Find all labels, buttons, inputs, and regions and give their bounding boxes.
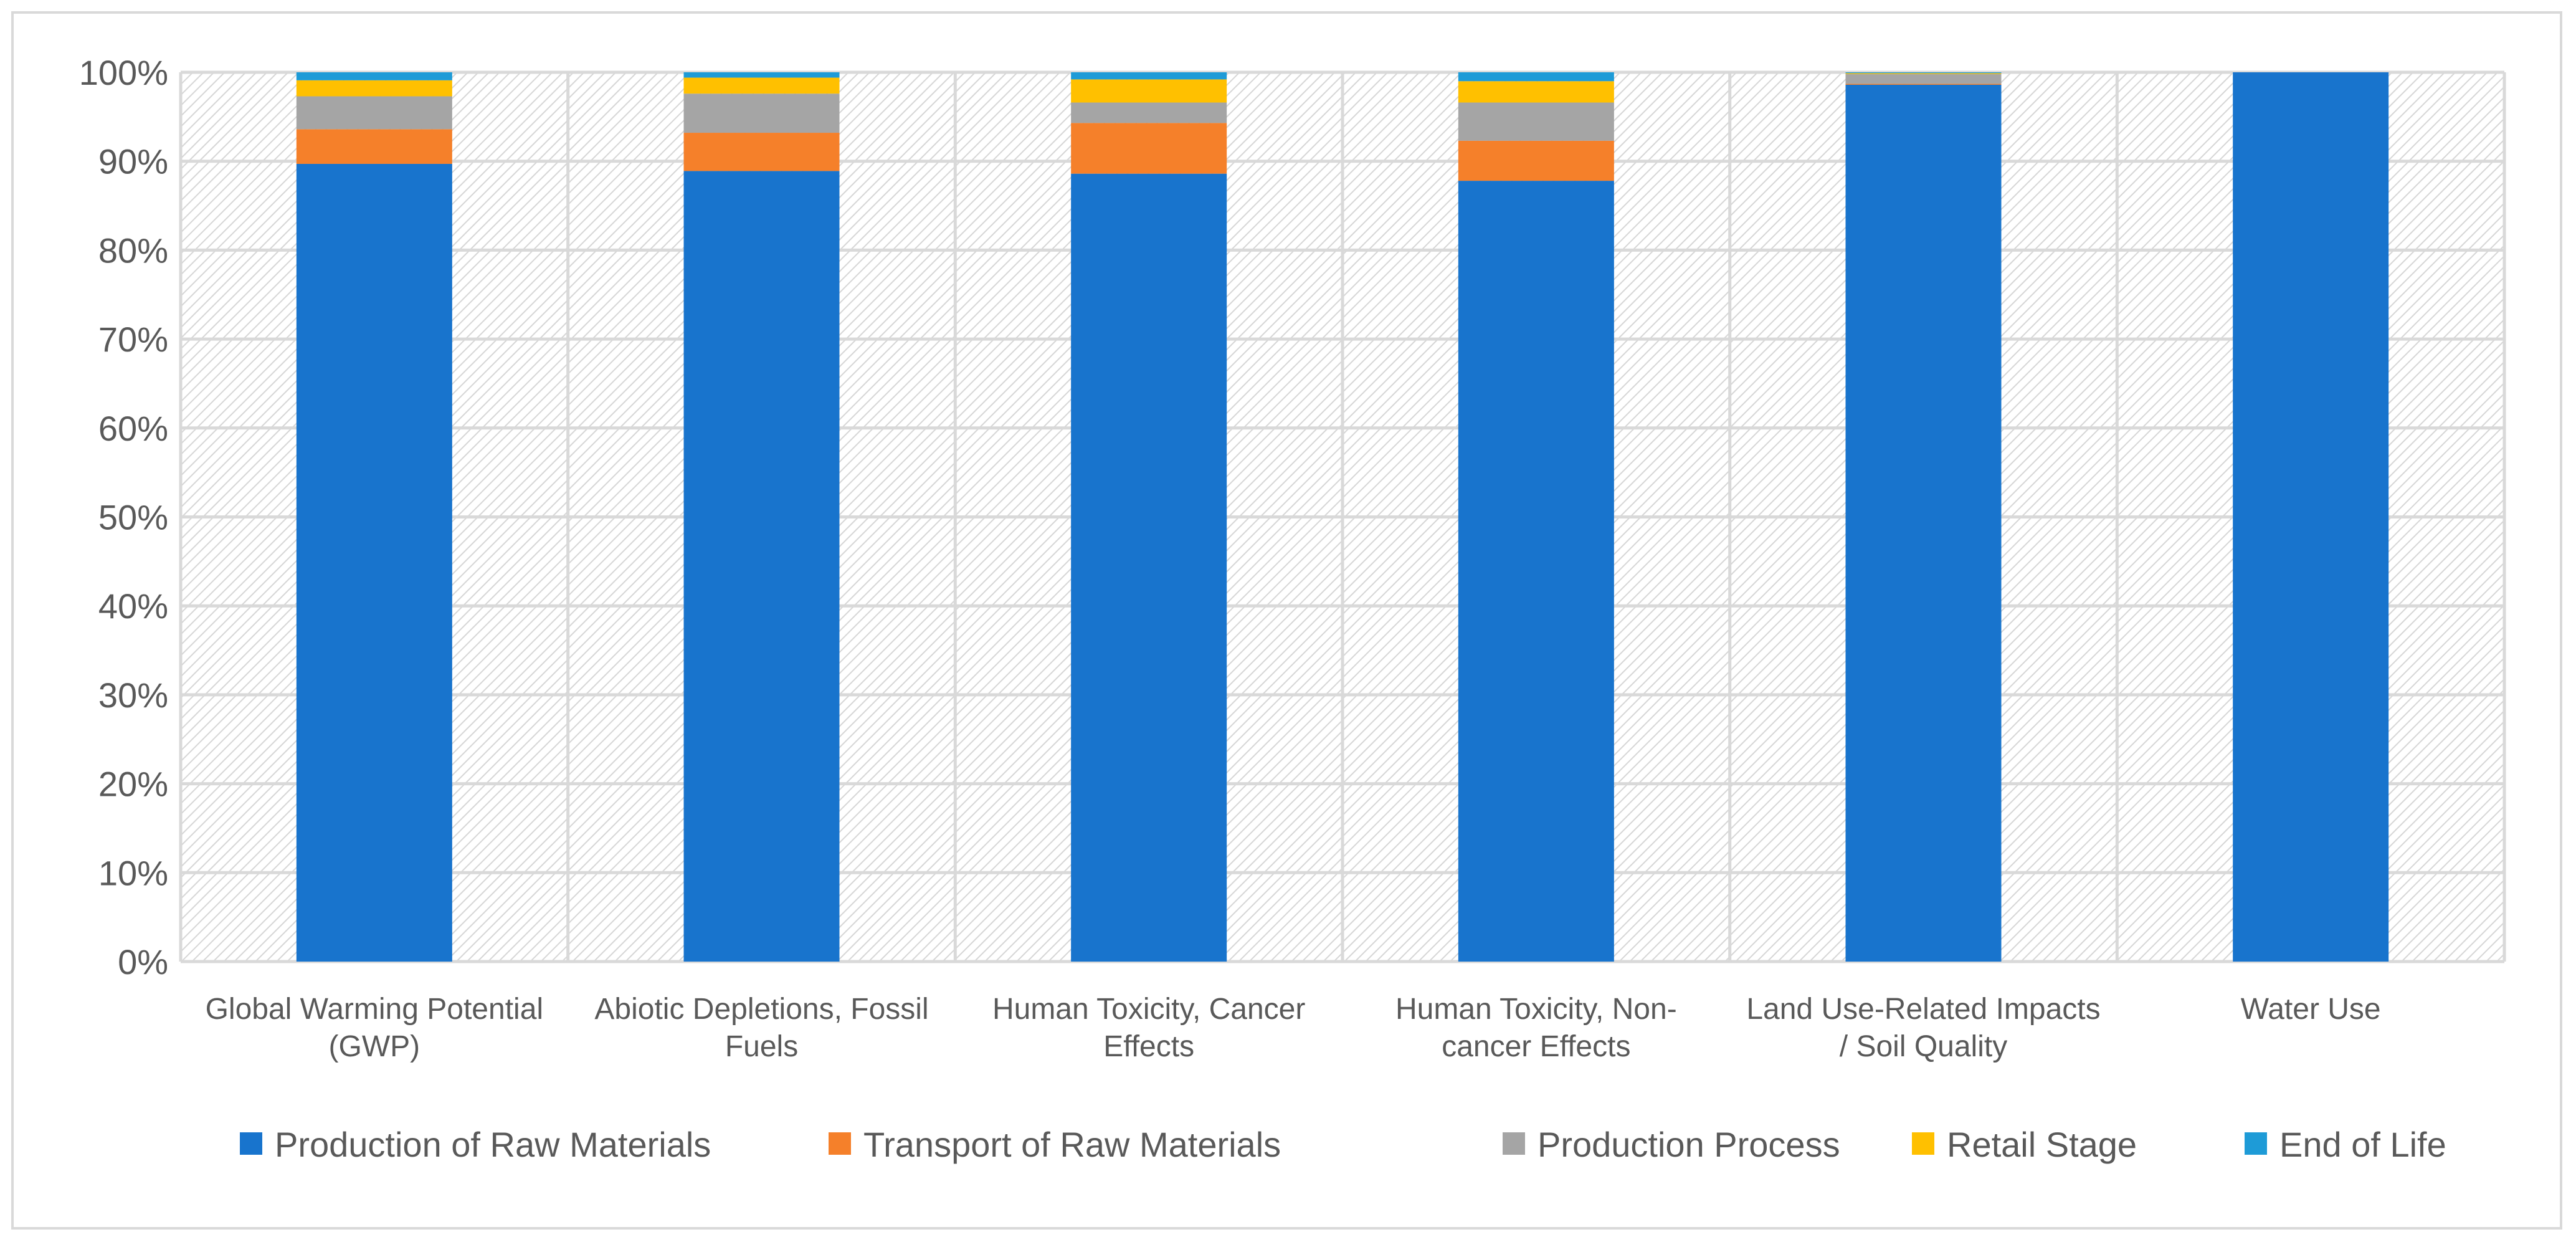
legend-swatch bbox=[1912, 1132, 1934, 1155]
y-tick-label: 10% bbox=[98, 853, 168, 892]
bar-segment bbox=[683, 171, 840, 962]
x-tick-label: Water Use bbox=[2241, 993, 2381, 1026]
y-tick-label: 50% bbox=[98, 498, 168, 537]
legend-label: Production of Raw Materials bbox=[275, 1125, 711, 1164]
bar-segment bbox=[1071, 72, 1227, 80]
legend-swatch bbox=[829, 1132, 851, 1155]
y-tick-label: 100% bbox=[79, 53, 168, 92]
legend-label: Production Process bbox=[1538, 1125, 1840, 1164]
y-tick-label: 80% bbox=[98, 231, 168, 270]
bar-segment bbox=[1845, 84, 2002, 962]
bar-segment bbox=[1458, 181, 1614, 962]
x-axis-labels: Global Warming Potential (GWP) Abiotic Dep… bbox=[206, 993, 2381, 1063]
bar-segment bbox=[1845, 84, 2002, 85]
bar-segment bbox=[1458, 72, 1614, 82]
bar-segment bbox=[296, 80, 452, 97]
legend-swatch bbox=[240, 1132, 262, 1155]
x-tick-label: Global Warming Potential (GWP) bbox=[206, 993, 543, 1063]
bar-segment bbox=[1845, 72, 2002, 74]
bar-segment bbox=[683, 77, 840, 94]
y-axis-ticks: 0% 10% 20% 30% 40% 50% 60% 70% 80% 90% 100% bbox=[79, 53, 168, 982]
bar-segment bbox=[296, 129, 452, 164]
legend-label: Transport of Raw Materials bbox=[863, 1125, 1281, 1164]
bar-segment bbox=[1071, 173, 1227, 962]
bar-segment bbox=[1458, 102, 1614, 141]
bar-segment bbox=[1071, 79, 1227, 103]
x-tick-label: Human Toxicity, Cancer Effects bbox=[992, 993, 1305, 1063]
bar-segment bbox=[1458, 81, 1614, 103]
bar-segment bbox=[683, 93, 840, 133]
y-tick-label: 0% bbox=[118, 942, 168, 982]
x-tick-label: Abiotic Depletions, Fossil Fuels bbox=[594, 993, 928, 1063]
legend: Production of Raw Materials Transport of … bbox=[240, 1125, 2446, 1164]
legend-swatch bbox=[1503, 1132, 1525, 1155]
y-tick-label: 30% bbox=[98, 676, 168, 715]
bar-segment bbox=[683, 133, 840, 171]
bar-segment bbox=[296, 72, 452, 80]
bars bbox=[296, 72, 2389, 962]
legend-label: Retail Stage bbox=[1947, 1125, 2137, 1164]
x-tick-label: Human Toxicity, Non-cancer Effects bbox=[1395, 993, 1677, 1063]
legend-label: End of Life bbox=[2279, 1125, 2446, 1164]
bar-segment bbox=[296, 96, 452, 130]
bar-segment bbox=[2233, 72, 2389, 962]
bar-segment bbox=[1845, 74, 2002, 84]
x-tick-label: Land Use-Related Impacts / Soil Quality bbox=[1746, 993, 2100, 1063]
bar-segment bbox=[1845, 73, 2002, 74]
y-tick-label: 40% bbox=[98, 586, 168, 626]
gridlines bbox=[179, 70, 2506, 963]
legend-swatch bbox=[2245, 1132, 2267, 1155]
y-tick-label: 70% bbox=[98, 320, 168, 359]
bar-segment bbox=[1458, 140, 1614, 181]
bar-segment bbox=[683, 72, 840, 78]
bar-segment bbox=[1071, 102, 1227, 123]
y-tick-label: 20% bbox=[98, 765, 168, 804]
bar-segment bbox=[296, 163, 452, 962]
y-tick-label: 60% bbox=[98, 409, 168, 448]
y-tick-label: 90% bbox=[98, 142, 168, 181]
bar-segment bbox=[1071, 123, 1227, 174]
